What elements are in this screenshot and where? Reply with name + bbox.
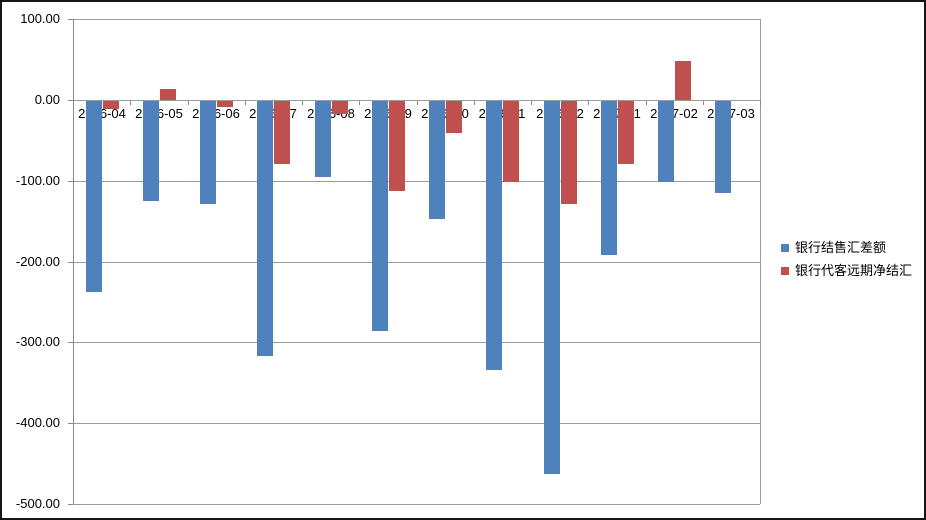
gridline-100	[73, 19, 760, 20]
y-axis-label: -400.00	[15, 415, 60, 430]
x-axis-tick	[245, 101, 246, 105]
gridline--400	[73, 423, 760, 424]
bar-银行代客远期净结汇-2016-06	[217, 101, 233, 107]
x-axis-tick	[130, 101, 131, 105]
x-axis-label-2017-03: 2017-03	[707, 106, 755, 121]
legend-swatch-icon	[781, 243, 789, 252]
x-axis-tick	[703, 101, 704, 105]
y-axis-tick	[68, 262, 73, 263]
bar-银行代客远期净结汇-2016-07	[274, 101, 290, 164]
x-axis-label-2016-09: 2016-09	[364, 106, 412, 121]
x-axis-tick	[760, 101, 761, 105]
x-axis-label-2016-08: 2016-08	[307, 106, 355, 121]
bar-银行代客远期净结汇-2016-12	[561, 101, 577, 204]
y-axis-tick	[68, 19, 73, 20]
y-axis-tick	[68, 342, 73, 343]
gridline--300	[73, 342, 760, 343]
x-axis-tick	[474, 101, 475, 105]
legend-label: 银行代客远期净结汇	[795, 263, 913, 278]
y-axis-label: -300.00	[15, 334, 60, 349]
y-axis-label: 100.00	[20, 11, 60, 26]
y-axis-tick	[68, 423, 73, 424]
legend-swatch-icon	[781, 266, 789, 275]
legend-label: 银行结售汇差额	[795, 240, 887, 255]
bar-银行代客远期净结汇-2016-08	[332, 101, 348, 114]
gridline--500	[73, 504, 760, 505]
bar-银行结售汇差额-2016-05	[143, 101, 159, 201]
y-axis-tick	[68, 504, 73, 505]
bar-银行结售汇差额-2017-03	[715, 101, 731, 193]
x-axis-tick	[417, 101, 418, 105]
bar-银行代客远期净结汇-2016-10	[446, 101, 462, 133]
x-axis-label-2016-04: 2016-04	[78, 106, 126, 121]
legend: 银行结售汇差额银行代客远期净结汇	[781, 240, 912, 278]
x-axis-tick	[302, 101, 303, 105]
y-axis-line	[73, 19, 74, 504]
bar-银行结售汇差额-2016-12	[544, 101, 560, 474]
x-axis-label-2016-12: 2016-12	[536, 106, 584, 121]
y-axis-label: -100.00	[15, 173, 60, 188]
x-axis-label-2017-01: 2017-01	[593, 106, 641, 121]
x-axis-tick	[531, 101, 532, 105]
y-axis-label: 0.00	[34, 92, 60, 107]
x-axis-label-2016-07: 2016-07	[249, 106, 297, 121]
gridline--200	[73, 262, 760, 263]
y-axis-label: -500.00	[15, 496, 60, 511]
bar-银行结售汇差额-2017-02	[658, 101, 674, 182]
bar-银行代客远期净结汇-2016-05	[160, 89, 176, 100]
bar-银行结售汇差额-2016-04	[86, 101, 102, 292]
bar-银行代客远期净结汇-2016-09	[389, 101, 405, 191]
x-axis-tick	[188, 101, 189, 105]
bar-银行结售汇差额-2016-11	[486, 101, 502, 370]
x-axis-label-2016-06: 2016-06	[192, 106, 240, 121]
bar-银行结售汇差额-2017-01	[601, 101, 617, 255]
x-axis-label-2016-11: 2016-11	[478, 106, 526, 121]
bar-银行结售汇差额-2016-09	[372, 101, 388, 331]
y-axis-tick	[68, 100, 73, 101]
x-axis-tick	[359, 101, 360, 105]
bar-银行结售汇差额-2016-08	[315, 101, 331, 177]
x-axis-label-2017-02: 2017-02	[650, 106, 698, 121]
legend-item-银行结售汇差额: 银行结售汇差额	[781, 240, 912, 255]
bar-银行代客远期净结汇-2017-02	[675, 61, 691, 100]
plot-right-border	[760, 19, 761, 504]
bar-银行代客远期净结汇-2016-04	[103, 101, 119, 109]
y-axis-tick	[68, 181, 73, 182]
gridline--100	[73, 181, 760, 182]
bar-银行代客远期净结汇-2017-01	[618, 101, 634, 164]
bar-银行结售汇差额-2016-07	[257, 101, 273, 356]
x-axis-label-2016-10: 2016-10	[421, 106, 469, 121]
y-axis-label: -200.00	[15, 254, 60, 269]
bar-银行代客远期净结汇-2016-11	[503, 101, 519, 182]
x-axis-tick	[73, 101, 74, 105]
x-axis-label-2016-05: 2016-05	[135, 106, 183, 121]
x-axis-tick	[646, 101, 647, 105]
gridline-0	[73, 100, 760, 101]
bar-银行结售汇差额-2016-10	[429, 101, 445, 219]
bar-银行结售汇差额-2016-06	[200, 101, 216, 204]
x-axis-tick	[588, 101, 589, 105]
legend-item-银行代客远期净结汇: 银行代客远期净结汇	[781, 263, 912, 278]
